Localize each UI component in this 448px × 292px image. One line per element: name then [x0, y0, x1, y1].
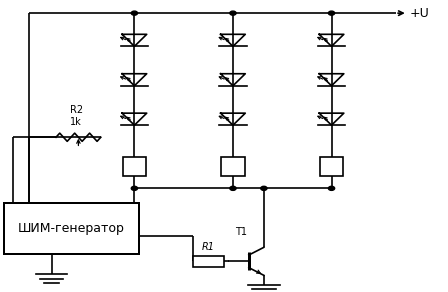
Bar: [221, 157, 245, 176]
Circle shape: [230, 186, 236, 190]
Circle shape: [131, 11, 138, 15]
Circle shape: [328, 11, 335, 15]
Circle shape: [261, 186, 267, 190]
Bar: [320, 157, 343, 176]
Text: ШИМ-генератор: ШИМ-генератор: [18, 222, 125, 235]
Text: R2
1k: R2 1k: [69, 105, 83, 127]
Circle shape: [131, 186, 138, 190]
Circle shape: [230, 11, 236, 15]
Text: +U: +U: [410, 7, 430, 20]
Circle shape: [328, 186, 335, 190]
Text: T1: T1: [235, 227, 247, 237]
Text: R1: R1: [202, 242, 215, 252]
Bar: [123, 157, 146, 176]
Bar: [4, 203, 139, 254]
Bar: [193, 256, 224, 267]
